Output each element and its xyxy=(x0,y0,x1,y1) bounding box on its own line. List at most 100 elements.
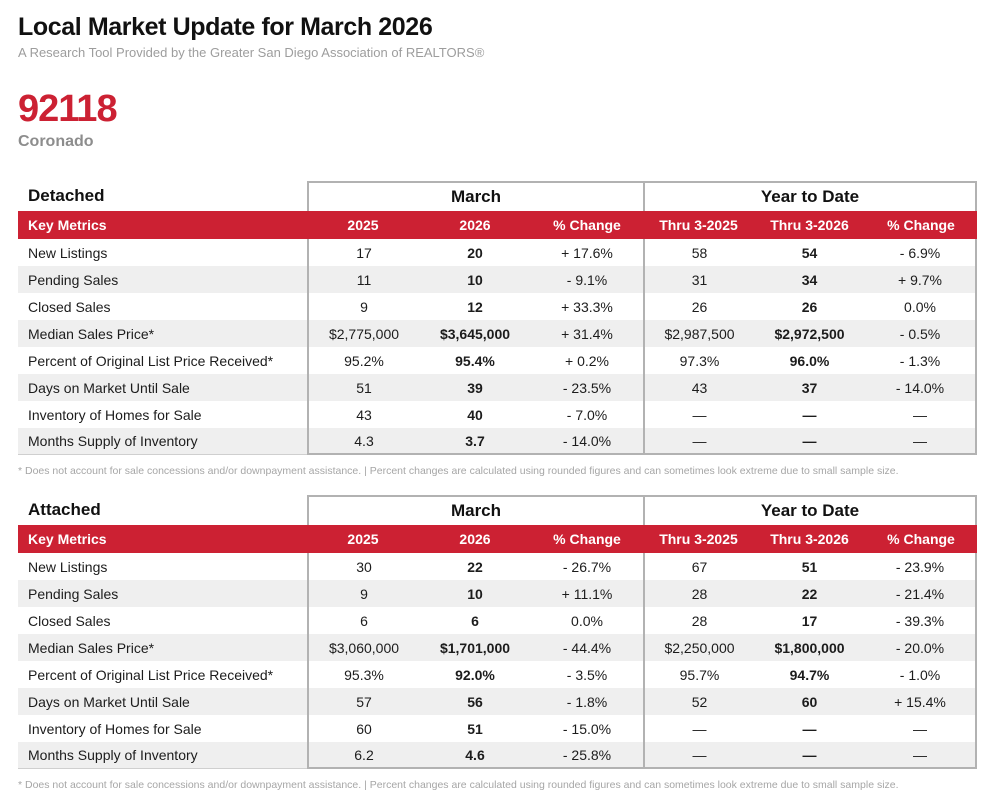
value-cell: $1,800,000 xyxy=(754,634,865,661)
value-cell: - 14.0% xyxy=(531,428,643,455)
value-cell: 60 xyxy=(754,688,865,715)
value-cell: $3,060,000 xyxy=(307,634,419,661)
table-attached: Attached March Year to Date Key Metrics … xyxy=(18,495,977,769)
value-cell: $3,645,000 xyxy=(419,320,531,347)
value-cell: + 33.3% xyxy=(561,298,613,315)
value-cell: - 9.1% xyxy=(531,266,643,293)
value-cell: + 31.4% xyxy=(531,320,643,347)
report-header: Local Market Update for March 2026 A Res… xyxy=(18,12,979,152)
value-cell: - 7.0% xyxy=(566,406,608,423)
page-subtitle: A Research Tool Provided by the Greater … xyxy=(18,45,485,60)
value-cell: 0.0% xyxy=(865,293,977,320)
value-cell: 51 xyxy=(801,558,818,575)
value-cell: 26 xyxy=(801,298,818,315)
metric-label: Median Sales Price* xyxy=(18,320,307,347)
value-cell: 43 xyxy=(307,401,419,428)
value-cell: 58 xyxy=(643,239,754,266)
value-cell: 95.7% xyxy=(643,661,754,688)
value-cell: 51 xyxy=(467,720,483,737)
value-cell: 11 xyxy=(307,266,419,293)
value-cell: + 0.2% xyxy=(565,352,609,369)
value-cell: + 15.4% xyxy=(865,688,977,715)
metrics-header-row: Key Metrics 2025 2026 % Change Thru 3-20… xyxy=(18,525,977,553)
table-row: Days on Market Until Sale 57 56- 1.8% 52 60 +… xyxy=(18,688,977,715)
value-cell: — xyxy=(643,715,754,742)
community-name: Coronado xyxy=(18,133,94,150)
table-row: Closed Sales 9 12 + 33.3% 26 26 0.0% xyxy=(18,293,977,320)
value-cell: 43 xyxy=(643,374,754,401)
value-cell: 67 xyxy=(643,553,754,580)
column-header-march-2025: 2025 xyxy=(347,531,379,547)
value-cell: 22 xyxy=(754,580,865,607)
column-header-ytd-2026: Thru 3-2026 xyxy=(770,217,849,233)
metric-label: Pending Sales xyxy=(18,580,307,607)
value-cell: — xyxy=(865,715,977,742)
value-cell: - 21.4% xyxy=(865,580,977,607)
value-cell: 4.3 xyxy=(307,428,419,455)
column-header-march-2025: 2025 xyxy=(347,217,379,233)
metric-label: Inventory of Homes for Sale xyxy=(28,720,202,737)
value-cell: 4.6 xyxy=(419,742,531,769)
value-cell: - 0.5% xyxy=(865,320,977,347)
value-cell: 39 xyxy=(419,374,531,401)
table-row: Days on Market Until Sale 51 39- 23.5% 43 37… xyxy=(18,374,977,401)
property-type-label: Detached xyxy=(28,186,105,205)
value-cell: - 20.0% xyxy=(865,634,977,661)
value-cell: 0.0% xyxy=(571,612,603,629)
value-cell: 17 xyxy=(801,612,818,629)
value-cell: $1,701,000 xyxy=(419,634,531,661)
metric-label: Median Sales Price* xyxy=(18,634,307,661)
ytd-group-header: Year to Date xyxy=(643,181,977,211)
value-cell: - 1.8% xyxy=(531,688,643,715)
key-metrics-header: Key Metrics xyxy=(28,217,107,233)
value-cell: 3.7 xyxy=(419,428,531,455)
value-cell: 95.2% xyxy=(307,347,419,374)
group-header-row: Attached March Year to Date xyxy=(18,495,977,525)
value-cell: 28 xyxy=(643,580,754,607)
metric-label: Closed Sales xyxy=(28,612,111,629)
value-cell: 60 xyxy=(307,715,419,742)
column-header-march-pct-change: % Change xyxy=(553,531,621,547)
table-row: Months Supply of Inventory 4.3 3.7- 14.0% —… xyxy=(18,428,977,455)
march-group-header: March xyxy=(307,181,643,211)
value-cell: - 39.3% xyxy=(865,607,977,634)
value-cell: - 3.5% xyxy=(566,666,608,683)
value-cell: 28 xyxy=(643,607,754,634)
metric-label: Days on Market Until Sale xyxy=(18,374,307,401)
value-cell: - 1.3% xyxy=(865,347,977,374)
table-row: Percent of Original List Price Received*… xyxy=(18,347,977,374)
value-cell: 6 xyxy=(307,607,419,634)
table-row: Pending Sales 9 10 + 11.1% 28 22- 21.4% xyxy=(18,580,977,607)
value-cell: + 11.1% xyxy=(531,580,643,607)
value-cell: — xyxy=(802,720,817,737)
value-cell: — xyxy=(865,401,977,428)
value-cell: - 14.0% xyxy=(865,374,977,401)
key-metrics-header: Key Metrics xyxy=(28,531,107,547)
metric-label: Months Supply of Inventory xyxy=(18,428,307,455)
value-cell: — xyxy=(802,406,817,423)
value-cell: 95.4% xyxy=(455,352,495,369)
value-cell: 56 xyxy=(419,688,531,715)
column-header-ytd-2025: Thru 3-2025 xyxy=(659,531,738,547)
table-row: New Listings 17 20 + 17.6% 58 54 - 6.9% xyxy=(18,239,977,266)
value-cell: 97.3% xyxy=(643,347,754,374)
table-detached: Detached March Year to Date Key Metrics … xyxy=(18,181,977,455)
value-cell: - 44.4% xyxy=(531,634,643,661)
value-cell: — xyxy=(865,742,977,769)
group-header-row: Detached March Year to Date xyxy=(18,181,977,211)
footnote: * Does not account for sale concessions … xyxy=(18,779,899,791)
value-cell: 92.0% xyxy=(455,666,495,683)
value-cell: $2,250,000 xyxy=(643,634,754,661)
value-cell: — xyxy=(643,742,754,769)
metric-label: Percent of Original List Price Received* xyxy=(28,352,274,369)
value-cell: 52 xyxy=(643,688,754,715)
value-cell: 20 xyxy=(467,244,483,261)
property-type-label: Attached xyxy=(28,500,101,519)
value-cell: 34 xyxy=(754,266,865,293)
table-body: New Listings 17 20 + 17.6% 58 54- 6.9% Pending… xyxy=(18,239,977,455)
value-cell: 95.3% xyxy=(307,661,419,688)
value-cell: 10 xyxy=(419,266,531,293)
value-cell: 6 xyxy=(471,612,479,629)
value-cell: 17 xyxy=(307,239,419,266)
value-cell: - 23.9% xyxy=(865,553,977,580)
